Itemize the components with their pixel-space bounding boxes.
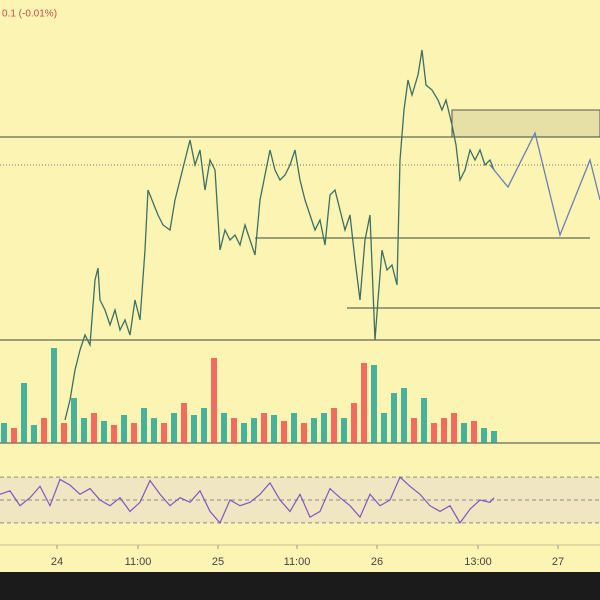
- x-tick-label: 11:00: [284, 556, 311, 568]
- volume-bar: [251, 418, 257, 443]
- volume-bar: [81, 418, 87, 443]
- rsi-line: [0, 476, 495, 524]
- x-tick-label: 24: [51, 556, 63, 568]
- rsi-band: [0, 477, 600, 523]
- volume-bar: [121, 415, 127, 443]
- volume-bar: [221, 413, 227, 443]
- volume-bar: [201, 408, 207, 443]
- volume-bar: [431, 423, 437, 443]
- price-line: [64, 49, 495, 421]
- volume-bar: [451, 413, 457, 443]
- volume-bar: [351, 403, 357, 443]
- volume-bar: [481, 428, 487, 443]
- volume-bar: [91, 413, 97, 443]
- projection-line: [489, 131, 600, 238]
- volume-bar: [161, 423, 167, 443]
- volume-bar: [491, 431, 497, 443]
- volume-bar: [261, 413, 267, 443]
- volume-bar: [391, 393, 397, 443]
- volume-bar: [191, 415, 197, 443]
- volume-bar: [271, 415, 277, 443]
- volume-bar: [311, 418, 317, 443]
- volume-bar: [131, 423, 137, 443]
- volume-bar: [151, 418, 157, 443]
- volume-bar: [341, 418, 347, 443]
- volume-bar: [461, 423, 467, 443]
- volume-bar: [21, 383, 27, 443]
- volume-bar: [291, 413, 297, 443]
- volume-bar: [281, 421, 287, 443]
- volume-bar: [301, 423, 307, 443]
- volume-bar: [111, 425, 117, 443]
- volume-bar: [371, 365, 377, 443]
- volume-bar: [211, 358, 217, 443]
- volume-bar: [471, 421, 477, 443]
- volume-bar: [441, 418, 447, 443]
- volume-bar: [421, 398, 427, 443]
- volume-bar: [11, 428, 17, 443]
- supply-zone: [451, 109, 600, 138]
- volume-bar: [411, 418, 417, 443]
- volume-bar: [41, 418, 47, 443]
- volume-bar: [171, 413, 177, 443]
- volume-bar: [31, 425, 37, 443]
- x-tick-label: 11:00: [125, 556, 152, 568]
- volume-bar: [361, 363, 367, 443]
- volume-bar: [101, 421, 107, 443]
- volume-bar: [331, 408, 337, 443]
- volume-bar: [1, 423, 7, 443]
- volume-bar: [181, 403, 187, 443]
- x-tick-label: 13:00: [464, 556, 492, 568]
- volume-bar: [141, 408, 147, 443]
- x-tick-label: 26: [371, 556, 383, 568]
- volume-bar: [231, 418, 237, 443]
- volume-bar: [71, 398, 77, 443]
- volume-bar: [401, 388, 407, 443]
- volume-bar: [381, 413, 387, 443]
- price-header: 0.1 (-0.01%): [2, 9, 57, 20]
- x-tick-label: 25: [212, 556, 224, 568]
- volume-bar: [51, 348, 57, 443]
- volume-bar: [321, 413, 327, 443]
- volume-bar: [241, 423, 247, 443]
- x-tick-label: 27: [552, 556, 564, 568]
- volume-bar: [61, 423, 67, 443]
